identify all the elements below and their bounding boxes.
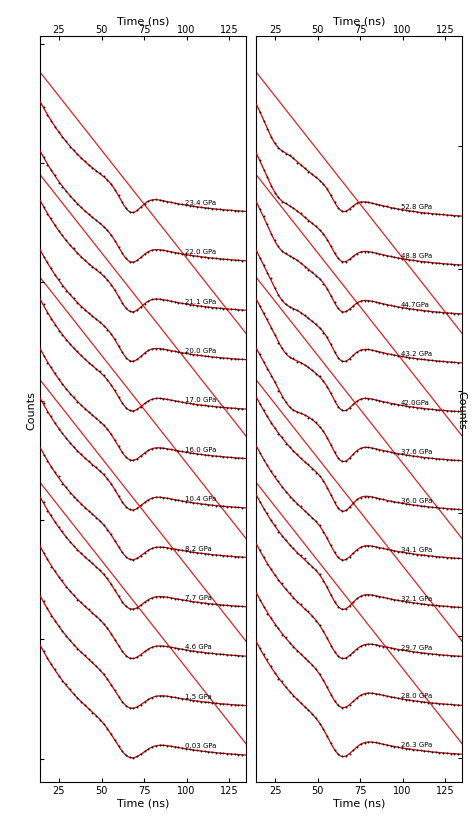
- Text: Time (ns): Time (ns): [117, 16, 169, 26]
- Text: 4.6 GPa: 4.6 GPa: [185, 643, 211, 650]
- Text: 44.7GPa: 44.7GPa: [401, 301, 430, 308]
- Y-axis label: Counts: Counts: [26, 391, 36, 429]
- Text: 1.5 GPa: 1.5 GPa: [185, 693, 211, 699]
- Text: 0.03 GPa: 0.03 GPa: [185, 743, 216, 749]
- Text: 17.0 GPa: 17.0 GPa: [185, 397, 216, 403]
- Text: 8.2 GPa: 8.2 GPa: [185, 545, 211, 551]
- Text: 23.4 GPa: 23.4 GPa: [185, 200, 216, 205]
- Text: 22.0 GPa: 22.0 GPa: [185, 248, 216, 255]
- Text: 43.2 GPa: 43.2 GPa: [401, 350, 432, 357]
- Text: 36.0 GPa: 36.0 GPa: [401, 497, 432, 503]
- Text: 34.1 GPa: 34.1 GPa: [401, 546, 432, 552]
- Text: 20.0 GPa: 20.0 GPa: [185, 348, 216, 354]
- X-axis label: Time (ns): Time (ns): [117, 798, 169, 808]
- Text: 29.7 GPa: 29.7 GPa: [401, 644, 432, 650]
- Text: 37.6 GPa: 37.6 GPa: [401, 448, 432, 455]
- Text: 32.1 GPa: 32.1 GPa: [401, 595, 432, 601]
- Text: Time (ns): Time (ns): [333, 16, 385, 26]
- Text: 26.3 GPa: 26.3 GPa: [401, 742, 432, 748]
- X-axis label: Time (ns): Time (ns): [333, 798, 385, 808]
- Text: 7.7 GPa: 7.7 GPa: [185, 595, 212, 600]
- Text: 52.8 GPa: 52.8 GPa: [401, 204, 432, 210]
- Text: 42.0GPa: 42.0GPa: [401, 399, 430, 406]
- Text: 48.8 GPa: 48.8 GPa: [401, 253, 432, 259]
- Y-axis label: Counts: Counts: [456, 391, 466, 429]
- Text: 21.1 GPa: 21.1 GPa: [185, 298, 216, 304]
- Text: 10.4 GPa: 10.4 GPa: [185, 496, 216, 502]
- Text: 28.0 GPa: 28.0 GPa: [401, 693, 432, 699]
- Text: 16.0 GPa: 16.0 GPa: [185, 446, 216, 452]
